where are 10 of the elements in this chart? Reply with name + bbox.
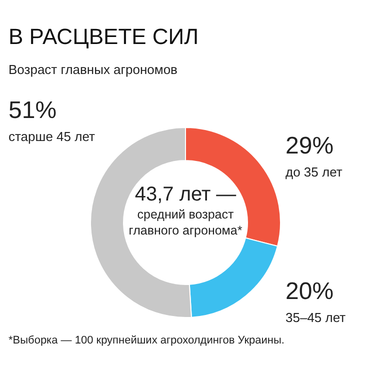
chart-subtitle: Возраст главных агрономов xyxy=(8,62,178,77)
text: *Выборка — 100 крупнейших агрохолдингов Украины. xyxy=(8,334,284,346)
chart-title: В РАСЦВЕТЕ СИЛ xyxy=(8,24,199,49)
slice-label: до 35 лет xyxy=(286,164,342,180)
text: 43,7 лет — средний возраст главного агронома* xyxy=(128,184,242,238)
data-label: 51% xyxy=(8,97,57,124)
slice-label: старше 45 лет xyxy=(8,129,95,144)
data-label: 20% xyxy=(286,278,334,305)
slice-label: 35–45 лет xyxy=(286,310,346,325)
data-label: 29% xyxy=(286,132,334,160)
